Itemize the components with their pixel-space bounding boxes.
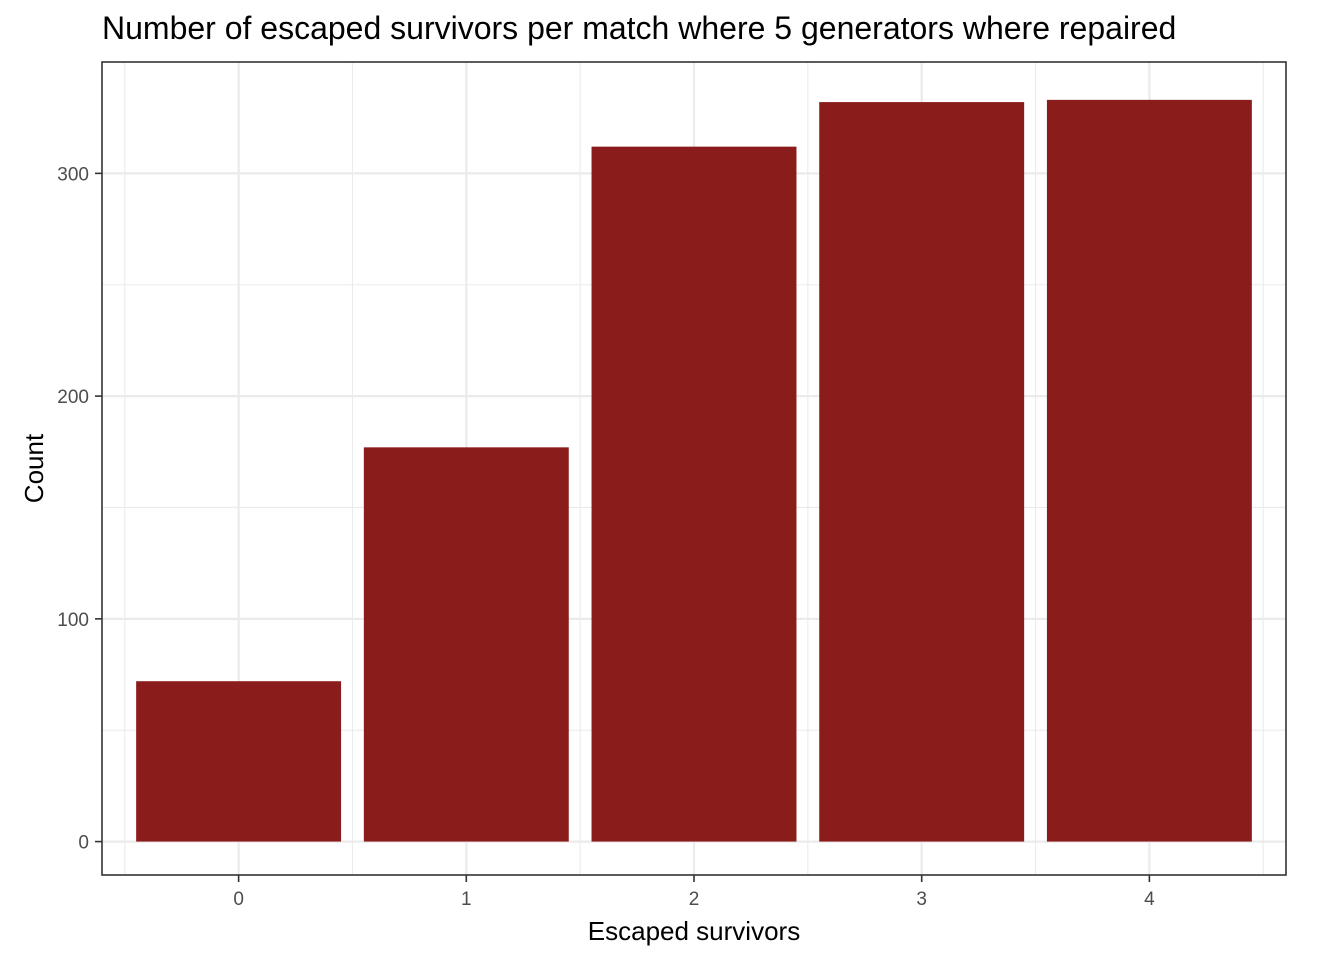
plot-panel [101,61,1287,876]
x-tick-label: 4 [1144,889,1155,910]
x-axis: 0 1 2 3 4 [233,875,1155,910]
y-tick-label: 300 [57,164,89,185]
x-axis-title: Escaped survivors [588,916,800,946]
chart-title: Number of escaped survivors per match wh… [102,10,1176,46]
y-tick-label: 100 [57,610,89,631]
x-tick-label: 3 [916,889,927,910]
x-tick-label: 0 [233,889,244,910]
y-tick-label: 200 [57,387,89,408]
bars [136,99,1252,842]
bar-1 [363,447,569,842]
bar-0 [136,681,342,842]
bar-2 [591,146,797,842]
y-tick-label: 0 [78,833,89,854]
bar-3 [819,102,1025,842]
y-axis-title: Count [19,433,49,503]
bar-4 [1046,99,1252,842]
y-axis: 0 100 200 300 [57,164,102,854]
x-tick-label: 2 [689,889,700,910]
x-tick-label: 1 [461,889,472,910]
